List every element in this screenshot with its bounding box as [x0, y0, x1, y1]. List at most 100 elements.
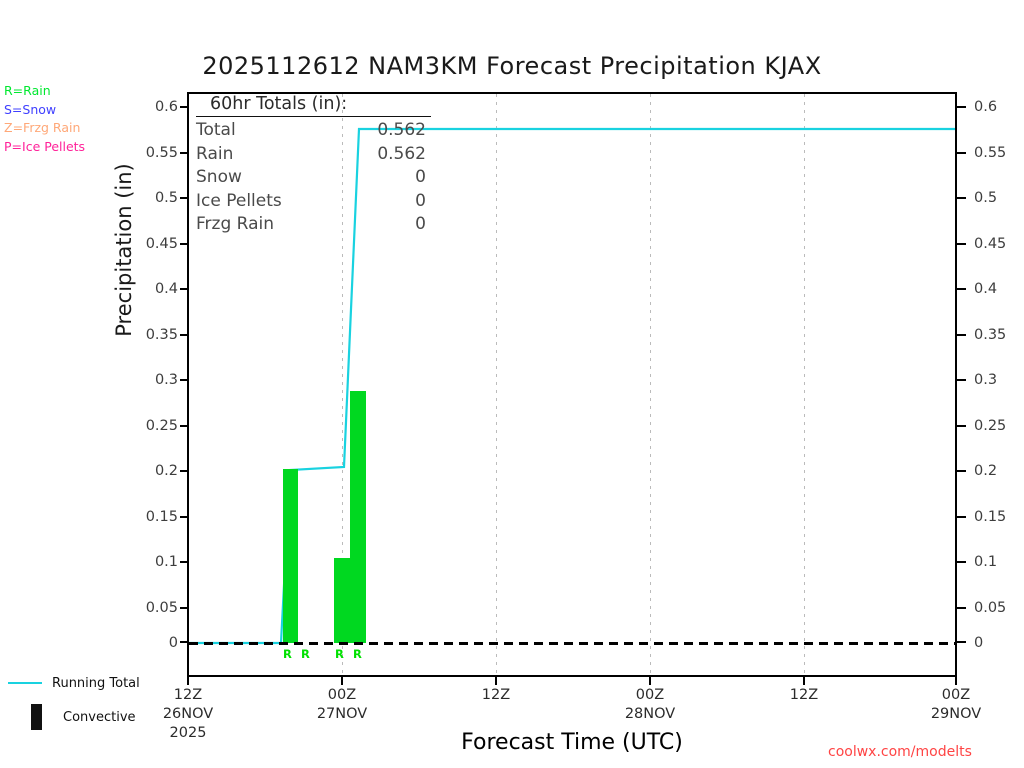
x-axis-title: Forecast Time (UTC)	[461, 730, 683, 755]
ytickmark-left-0.15	[180, 516, 189, 518]
ytickmark-left-0.4	[180, 288, 189, 290]
totals-value-snow: 0	[415, 167, 426, 187]
totals-value-ice-pellets: 0	[415, 190, 426, 211]
ytickmark-right-0	[957, 641, 966, 643]
ytick-left-0.6: 0.6	[154, 99, 178, 115]
totals-box: 60hr Totals (in): Total 0.562 Rain 0.562…	[196, 92, 444, 237]
xtick-group-1: 12Z 26NOV 2025	[128, 686, 248, 743]
ytick-left-0.2: 0.2	[154, 463, 178, 479]
xtick-time-2: 00Z	[327, 687, 357, 703]
xtickmark-4	[649, 677, 651, 685]
legend-snow: S=Snow	[4, 101, 57, 117]
totals-value-frzg-rain: 0	[415, 214, 426, 234]
zero-line	[189, 642, 955, 645]
legend-label-convective: Convective	[63, 709, 136, 725]
totals-label-ice-pellets: Ice Pellets	[196, 190, 282, 211]
xtick-date-6: 29NOV	[930, 706, 982, 722]
totals-row-rain: Rain 0.562	[196, 143, 444, 167]
xtick-date-4: 28NOV	[624, 706, 676, 722]
xtick-time-1: 12Z	[173, 687, 203, 703]
legend-item-running-total: Running Total	[8, 666, 183, 700]
plot-inner: R R R R	[189, 94, 955, 675]
ytickmark-right-0.4	[957, 288, 966, 290]
precip-bar-1	[283, 469, 298, 643]
ytick-left-0.55: 0.55	[145, 145, 178, 161]
ytick-left-0.5: 0.5	[154, 190, 178, 206]
ytick-left-0.15: 0.15	[145, 509, 178, 525]
xtickmark-6	[955, 677, 957, 685]
xtick-time-6: 00Z	[941, 687, 971, 703]
xtickmark-5	[803, 677, 805, 685]
ytick-right-0.15: 0.15	[974, 509, 1007, 525]
ytickmark-left-0.35	[180, 334, 189, 336]
ytickmark-right-0.25	[957, 425, 966, 427]
gridline-v-4	[804, 94, 805, 675]
xtick-group-6: 00Z 29NOV	[896, 686, 1016, 724]
ytickmark-right-0.3	[957, 379, 966, 381]
ytick-right-0.35: 0.35	[974, 327, 1007, 343]
ptype-label-r-3: R	[335, 647, 344, 661]
ytick-right-0.45: 0.45	[974, 236, 1007, 252]
ytickmark-left-0.05	[180, 607, 189, 609]
xtickmark-2	[341, 677, 343, 685]
ytick-right-0.6: 0.6	[974, 99, 998, 115]
gridline-v-2	[496, 94, 497, 675]
xtick-time-3: 12Z	[481, 687, 511, 703]
xtick-time-5: 12Z	[789, 687, 819, 703]
totals-divider	[196, 116, 431, 117]
xtick-date-1: 26NOV	[162, 706, 214, 722]
xtick-group-4: 00Z 28NOV	[590, 686, 710, 724]
gridline-v-1	[342, 94, 343, 675]
gridline-v-3	[650, 94, 651, 675]
ytickmark-left-0.2	[180, 470, 189, 472]
totals-label-rain: Rain	[196, 143, 234, 164]
ytickmark-right-0.1	[957, 561, 966, 563]
ytickmark-left-0.25	[180, 425, 189, 427]
watermark: coolwx.com/modelts	[828, 744, 972, 760]
ytick-right-0.2: 0.2	[974, 463, 998, 479]
ytickmark-left-0.1	[180, 561, 189, 563]
precip-bar-2	[334, 558, 350, 643]
ytickmark-left-0.6	[180, 106, 189, 108]
totals-label-snow: Snow	[196, 167, 242, 187]
ytick-left-0.25: 0.25	[145, 418, 178, 434]
xtick-group-5: 12Z	[744, 686, 864, 705]
ytick-right-0: 0	[974, 635, 984, 651]
line-swatch-icon	[8, 682, 42, 684]
ptype-label-r-1: R	[283, 647, 292, 661]
totals-value-total: 0.562	[377, 120, 426, 140]
ytickmark-left-0.55	[180, 152, 189, 154]
ytickmark-left-0.45	[180, 243, 189, 245]
legend-item-convective: Convective	[8, 700, 183, 734]
ytick-right-0.3: 0.3	[974, 372, 998, 388]
xtick-group-3: 12Z	[436, 686, 556, 705]
xtickmark-3	[495, 677, 497, 685]
ytick-left-0.3: 0.3	[154, 372, 178, 388]
totals-row-snow: Snow 0	[196, 166, 444, 190]
ytick-left-0.1: 0.1	[154, 554, 178, 570]
totals-row-total: Total 0.562	[196, 119, 444, 143]
totals-row-frzg-rain: Frzg Rain 0	[196, 213, 444, 237]
ytick-left-0.45: 0.45	[145, 236, 178, 252]
xtickmark-1	[187, 677, 189, 685]
ytickmark-right-0.45	[957, 243, 966, 245]
xtick-time-4: 00Z	[635, 687, 665, 703]
ytickmark-right-0.05	[957, 607, 966, 609]
legend-ice-pellets: P=Ice Pellets	[4, 138, 86, 154]
precip-bar-3	[350, 391, 366, 643]
legend-rain: R=Rain	[4, 83, 51, 98]
ytickmark-right-0.6	[957, 106, 966, 108]
ptype-label-r-4: R	[353, 647, 362, 661]
series-legend: Running Total Convective	[8, 666, 183, 734]
xtick-date-2: 27NOV	[316, 706, 368, 722]
xtick-group-2: 00Z 27NOV	[282, 686, 402, 724]
ytickmark-right-0.35	[957, 334, 966, 336]
totals-row-ice-pellets: Ice Pellets 0	[196, 190, 444, 214]
ytick-right-0.55: 0.55	[974, 145, 1007, 161]
legend-freezing-rain: Z=Frzg Rain	[4, 120, 81, 135]
ytick-right-0.1: 0.1	[974, 554, 998, 570]
totals-label-frzg-rain: Frzg Rain	[196, 214, 275, 234]
ytickmark-left-0	[180, 641, 189, 643]
precip-type-legend: R=Rain S=Snow Z=Frzg Rain P=Ice Pellets	[4, 82, 154, 156]
ytick-left-0.4: 0.4	[154, 281, 178, 297]
